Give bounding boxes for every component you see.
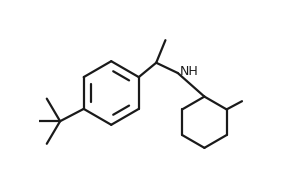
Text: NH: NH [180, 65, 199, 78]
